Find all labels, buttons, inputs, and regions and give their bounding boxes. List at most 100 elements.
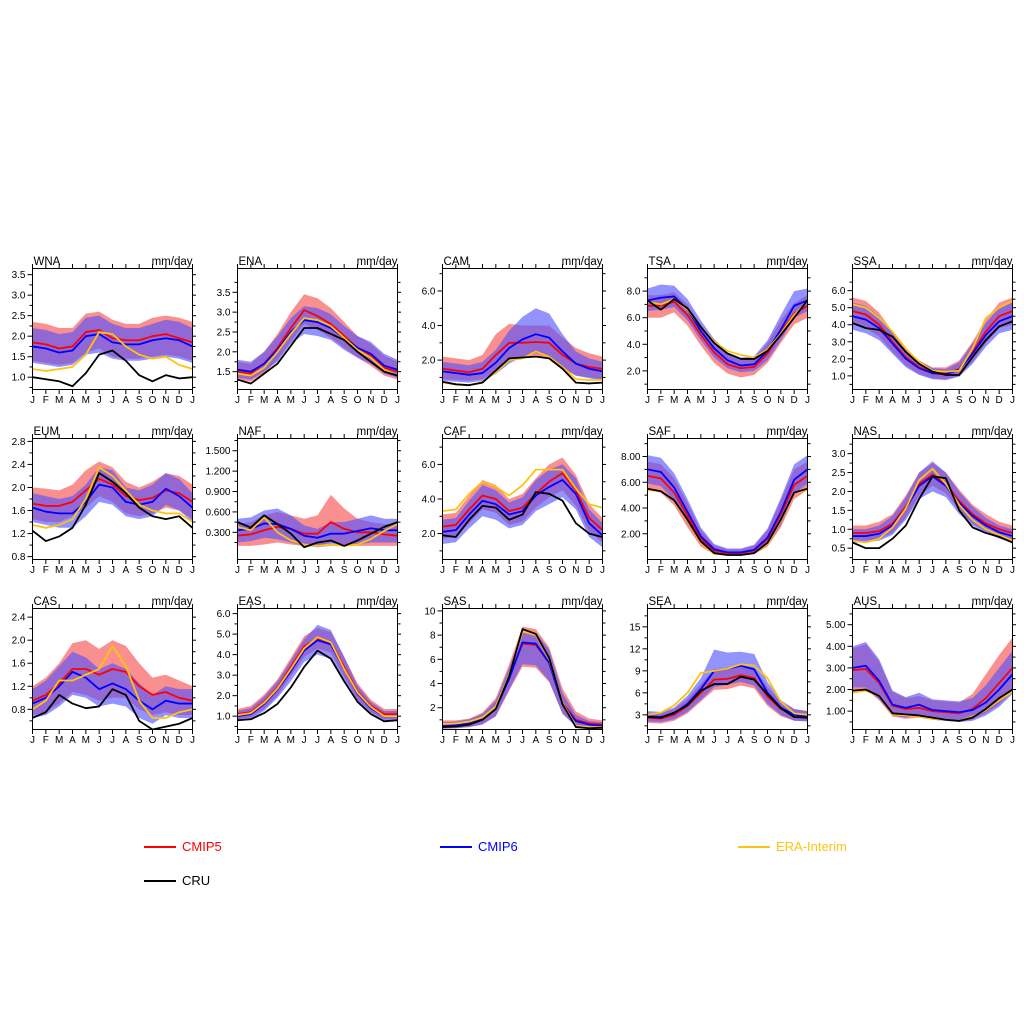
unit-label: mm/day	[972, 256, 1013, 268]
month-label: J	[930, 565, 935, 576]
y-tick-label: 0.8	[12, 705, 26, 716]
plot-area	[852, 297, 1013, 381]
panel-title: CAF	[444, 426, 467, 438]
x-ticks	[237, 434, 398, 564]
panel-WNA: J F M A M J J A S O N D J 1.0 1.5 2.0 2.5 3.0 3.5 WNA mm/day	[0, 253, 198, 409]
month-label: J	[97, 395, 102, 406]
month-label: M	[287, 735, 295, 746]
month-label: A	[274, 565, 281, 576]
y-tick-label: 1.5	[12, 352, 26, 363]
month-label: S	[546, 395, 553, 406]
month-label: M	[82, 395, 90, 406]
month-label: J	[395, 565, 400, 576]
y-tick-label: 6.0	[422, 286, 436, 297]
cmip6-line	[32, 333, 193, 354]
month-label: A	[737, 735, 744, 746]
month-label: M	[465, 735, 473, 746]
month-label: M	[875, 565, 883, 576]
y-tick-label: 2.0	[12, 636, 26, 647]
month-label: M	[55, 735, 63, 746]
cmip5-line	[32, 329, 193, 350]
month-label: J	[600, 395, 605, 406]
month-label: S	[956, 565, 963, 576]
month-label: N	[982, 565, 989, 576]
plot-area	[442, 626, 603, 730]
era-interim-line	[237, 516, 398, 547]
plot-area	[647, 649, 808, 724]
panel-SAF: J F M A M J J A S O N D J 2.00 4.00 6.00 8.00 SAF mm/day	[611, 423, 813, 579]
cru-line	[647, 487, 808, 556]
month-label: J	[850, 395, 855, 406]
panel-ENA: J F M A M J J A S O N D J 1.5 2.0 2.5 3.0 3.5 ENA mm/day	[201, 253, 403, 409]
month-label: J	[520, 565, 525, 576]
month-label: S	[956, 735, 963, 746]
cmip6-line	[442, 641, 603, 727]
x-ticks	[442, 604, 603, 734]
y-tick-label: 3.00	[826, 663, 846, 674]
y-tick-label: 2.4	[12, 460, 26, 471]
y-tick-label: 8.00	[621, 452, 641, 463]
cmip6-line	[237, 319, 398, 373]
y-tick-label: 4.00	[826, 642, 846, 653]
month-label: J	[805, 565, 810, 576]
y-tick-label: 2.0	[12, 332, 26, 343]
y-tick-label: 4	[430, 679, 436, 690]
plot-area	[852, 461, 1013, 550]
y-tick-label: 2.0	[217, 691, 231, 702]
cmip6-band	[237, 624, 398, 722]
month-label: J	[712, 735, 717, 746]
cmip6-band	[852, 302, 1013, 381]
month-label: J	[917, 735, 922, 746]
month-label: S	[136, 735, 143, 746]
panel-NAS: J F M A M J J A S O N D J 0.5 1.0 1.5 2.0 2.5 3.0 NAS mm/day	[816, 423, 1018, 579]
cru-line	[32, 349, 193, 388]
y-tick-label: 15	[629, 622, 641, 633]
y-tick-label: 0.300	[205, 528, 230, 539]
y-tick-label: 1.0	[832, 371, 846, 382]
month-label: N	[162, 735, 169, 746]
month-label: M	[902, 735, 910, 746]
month-label: J	[190, 735, 195, 746]
month-label: M	[260, 565, 268, 576]
x-ticks	[32, 604, 193, 734]
y-tick-label: 3.0	[832, 449, 846, 460]
y-tick-label: 1.6	[12, 506, 26, 517]
panel-title: EUM	[34, 426, 60, 438]
month-label: A	[122, 395, 129, 406]
cmip5-line	[32, 477, 193, 507]
month-label: J	[315, 395, 320, 406]
month-label: F	[863, 395, 869, 406]
month-label: F	[658, 735, 664, 746]
cmip5-line	[32, 668, 193, 702]
panels-grid: J F M A M J J A S O N D J 1.0 1.5 2.0 2.5 3.0 3.5 WNA mm/day…	[0, 253, 1024, 773]
y-ticks	[642, 277, 813, 385]
month-label: J	[850, 565, 855, 576]
cru-line	[647, 298, 808, 360]
cmip6-line	[32, 670, 193, 711]
y-tick-label: 10	[424, 606, 436, 617]
plot-area	[647, 455, 808, 556]
month-label: A	[479, 395, 486, 406]
cru-line	[237, 327, 398, 385]
month-label: O	[149, 565, 157, 576]
cru-line	[852, 475, 1013, 550]
y-tick-label: 0.8	[12, 552, 26, 563]
panel-title: SAF	[649, 426, 671, 438]
panel-SAS: J F M A M J J A S O N D J 2 4 6 8 10 SAS mm/day	[406, 593, 608, 749]
month-label: J	[600, 735, 605, 746]
month-label: A	[532, 565, 539, 576]
month-label: M	[492, 395, 500, 406]
y-tick-label: 6.0	[217, 609, 231, 620]
month-label: N	[367, 395, 374, 406]
month-label: M	[697, 735, 705, 746]
month-label: M	[492, 735, 500, 746]
month-label: N	[777, 395, 784, 406]
month-label: S	[956, 395, 963, 406]
month-label: D	[381, 735, 388, 746]
x-ticks	[852, 434, 1013, 564]
